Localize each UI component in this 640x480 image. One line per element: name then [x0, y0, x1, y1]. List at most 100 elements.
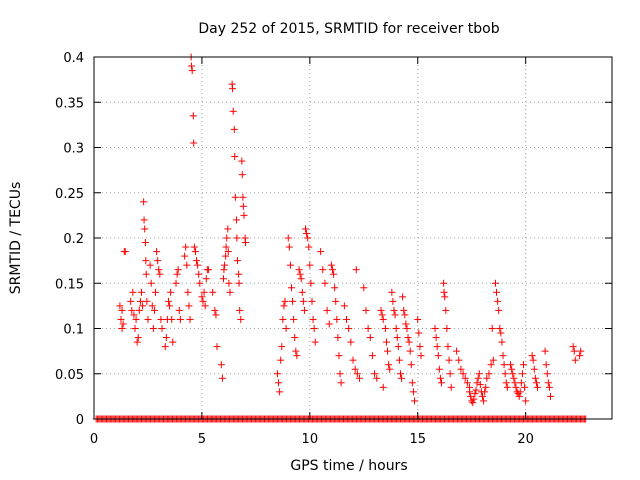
data-point: [297, 275, 305, 283]
data-point: [570, 347, 578, 355]
data-point: [308, 297, 316, 305]
data-point: [162, 334, 170, 342]
data-point: [287, 284, 295, 292]
data-point: [327, 261, 335, 269]
data-point: [186, 315, 194, 323]
data-point: [282, 325, 290, 332]
x-tick-label: 5: [198, 432, 206, 447]
data-point: [353, 370, 361, 378]
data-point: [195, 270, 203, 278]
data-point: [238, 157, 246, 165]
data-point: [147, 279, 155, 287]
data-point: [402, 320, 410, 328]
y-tick-label: 0: [76, 413, 84, 428]
data-point: [487, 361, 495, 369]
data-point: [381, 325, 389, 332]
data-point: [238, 171, 246, 179]
data-point: [239, 193, 247, 201]
x-tick-label: 20: [517, 432, 534, 447]
data-point: [305, 243, 313, 251]
data-point: [161, 343, 169, 351]
data-point: [394, 343, 402, 351]
data-point: [292, 347, 300, 355]
data-point: [433, 343, 441, 351]
data-point: [475, 370, 483, 378]
data-point: [184, 288, 192, 296]
data-point: [273, 370, 281, 378]
data-point: [379, 383, 387, 391]
data-point: [217, 361, 225, 369]
data-point: [382, 338, 390, 346]
data-point: [495, 306, 503, 314]
data-point: [349, 356, 357, 364]
data-point: [494, 297, 502, 305]
data-point: [483, 374, 491, 382]
data-point: [447, 383, 455, 391]
data-point: [391, 311, 399, 319]
data-point: [480, 397, 488, 405]
data-point: [386, 365, 394, 373]
data-point: [481, 388, 489, 396]
data-point: [117, 315, 125, 323]
data-point: [470, 395, 478, 403]
data-point: [317, 248, 325, 256]
data-point: [188, 67, 196, 75]
y-tick-label: 0.25: [55, 187, 84, 202]
data-point: [362, 306, 370, 314]
data-point: [220, 266, 228, 274]
data-point: [285, 243, 293, 251]
data-point: [500, 361, 508, 369]
data-point: [152, 288, 160, 296]
data-point: [368, 352, 376, 360]
data-point: [156, 270, 164, 278]
y-tick-label: 0.4: [63, 51, 84, 66]
data-point: [128, 306, 136, 314]
x-tick-label: 15: [409, 432, 426, 447]
data-point: [471, 390, 479, 398]
data-point: [154, 257, 162, 265]
data-point: [193, 257, 201, 265]
data-point: [377, 306, 385, 314]
data-point: [168, 315, 176, 323]
data-point: [496, 325, 504, 332]
data-point: [403, 325, 411, 332]
data-point: [212, 311, 220, 319]
data-point: [355, 374, 363, 382]
data-point: [303, 229, 311, 237]
data-point: [236, 306, 244, 314]
data-point: [185, 302, 193, 310]
data-point: [182, 243, 190, 251]
data-point: [321, 279, 329, 287]
data-point: [443, 325, 451, 332]
data-point: [300, 306, 308, 314]
data-point: [502, 379, 510, 387]
data-point: [242, 239, 250, 247]
data-point: [489, 356, 497, 364]
data-point: [149, 325, 157, 332]
data-point: [311, 338, 319, 346]
data-point: [469, 399, 477, 407]
data-point: [135, 306, 143, 314]
data-point: [323, 306, 331, 314]
data-point: [440, 288, 448, 296]
data-point: [485, 370, 493, 378]
data-point: [463, 379, 471, 387]
data-point: [310, 325, 318, 332]
data-point: [155, 266, 163, 274]
data-point: [201, 302, 209, 310]
data-point: [190, 139, 198, 147]
data-point: [393, 334, 401, 342]
data-point: [441, 293, 449, 301]
data-point: [169, 338, 177, 346]
data-point: [446, 370, 454, 378]
data-point: [371, 370, 379, 378]
data-point: [434, 352, 442, 360]
data-point: [158, 325, 166, 332]
data-point: [510, 374, 518, 382]
data-point: [230, 125, 238, 133]
data-point: [330, 270, 338, 278]
data-point: [129, 288, 137, 296]
data-point: [199, 297, 207, 305]
data-point: [479, 392, 486, 400]
data-point: [407, 361, 415, 369]
